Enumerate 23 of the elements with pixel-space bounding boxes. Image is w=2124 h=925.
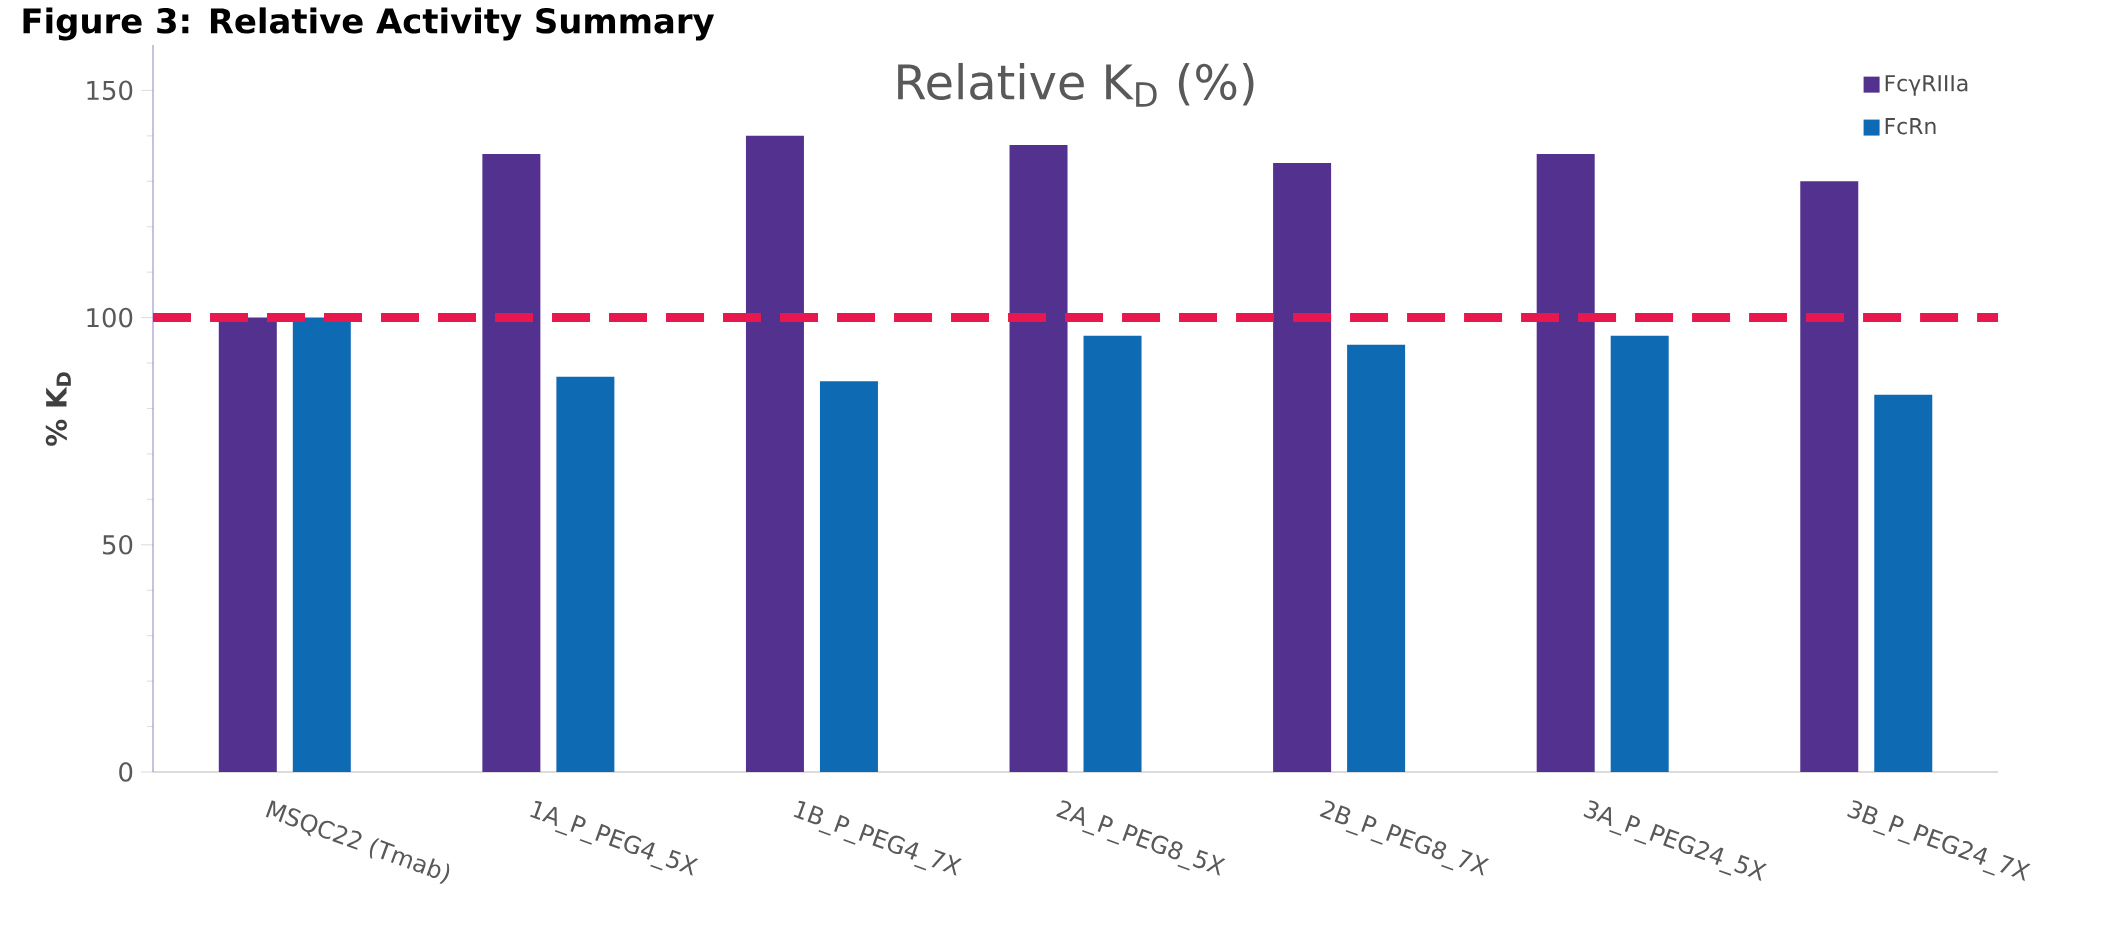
bar [556,376,615,772]
y-tick-label: 100 [87,307,133,328]
bar [1800,181,1859,772]
bar [819,381,878,772]
y-tick-label: 0 [119,762,133,782]
bar [1536,154,1595,772]
y-tick-label: 150 [87,80,133,101]
legend-label: FcRn [1885,118,1936,135]
bar [482,154,541,772]
bar [1347,344,1406,772]
y-tick-label: 50 [103,535,133,555]
legend-label: FcγRIIIa [1885,75,1968,96]
bar [292,317,351,772]
bar [1009,144,1068,772]
y-axis-title: % K$_{D}$ [45,372,71,446]
chart-title: Figure 3: Relative Activity Summary [23,7,715,41]
bar [1610,335,1669,772]
bar [218,317,277,772]
bar [1083,335,1142,772]
chart-subtitle: Relative K$_{D}$ (%) [898,62,1254,107]
bar [1874,394,1933,772]
bar [745,135,804,772]
bar [1273,163,1332,772]
